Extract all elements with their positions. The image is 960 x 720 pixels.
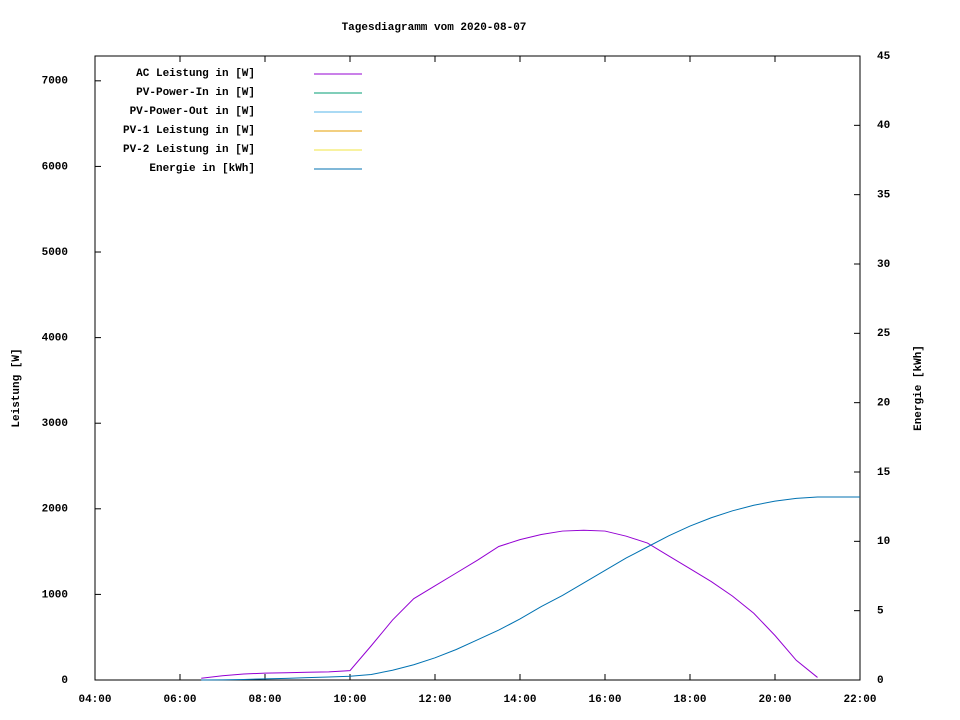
y-tick-label: 7000	[42, 76, 68, 88]
y2-tick-label: 5	[877, 606, 884, 618]
y-tick-label: 0	[61, 675, 68, 687]
y2-axis-label: Energie [kWh]	[913, 345, 925, 431]
legend-label: PV-1 Leistung in [W]	[123, 125, 255, 137]
plot-frame	[94, 55, 861, 681]
y2-tick-label: 40	[877, 120, 890, 132]
y-axis-label: Leistung [W]	[11, 348, 23, 427]
y-tick-label: 5000	[42, 247, 68, 259]
x-tick-label: 10:00	[333, 694, 366, 706]
y-tick-label: 1000	[42, 589, 68, 601]
y2-tick-label: 30	[877, 259, 890, 271]
series-line	[201, 496, 860, 681]
x-tick-label: 16:00	[588, 694, 621, 706]
legend-label: PV-Power-In in [W]	[136, 87, 255, 99]
y-tick-label: 6000	[42, 161, 68, 173]
y-tick-label: 3000	[42, 418, 68, 430]
x-tick-label: 14:00	[503, 694, 536, 706]
y2-tick-label: 45	[877, 51, 891, 63]
x-tick-label: 18:00	[673, 694, 706, 706]
x-tick-label: 12:00	[418, 694, 451, 706]
x-tick-label: 08:00	[248, 694, 281, 706]
legend-label: PV-Power-Out in [W]	[130, 106, 255, 118]
y-tick-label: 4000	[42, 333, 68, 345]
y-tick-label: 2000	[42, 504, 68, 516]
y2-tick-label: 35	[877, 190, 891, 202]
y2-tick-label: 15	[877, 467, 891, 479]
x-tick-label: 04:00	[78, 694, 111, 706]
y2-tick-label: 20	[877, 398, 890, 410]
y2-tick-label: 10	[877, 536, 890, 548]
x-tick-label: 20:00	[758, 694, 791, 706]
legend-label: PV-2 Leistung in [W]	[123, 144, 255, 156]
x-tick-label: 06:00	[163, 694, 196, 706]
legend-label: AC Leistung in [W]	[136, 68, 255, 80]
series-line	[201, 529, 818, 679]
y2-tick-label: 0	[877, 675, 884, 687]
y2-tick-label: 25	[877, 328, 891, 340]
x-tick-label: 22:00	[843, 694, 876, 706]
chart-title: Tagesdiagramm vom 2020-08-07	[342, 22, 527, 34]
legend-label: Energie in [kWh]	[149, 163, 255, 175]
